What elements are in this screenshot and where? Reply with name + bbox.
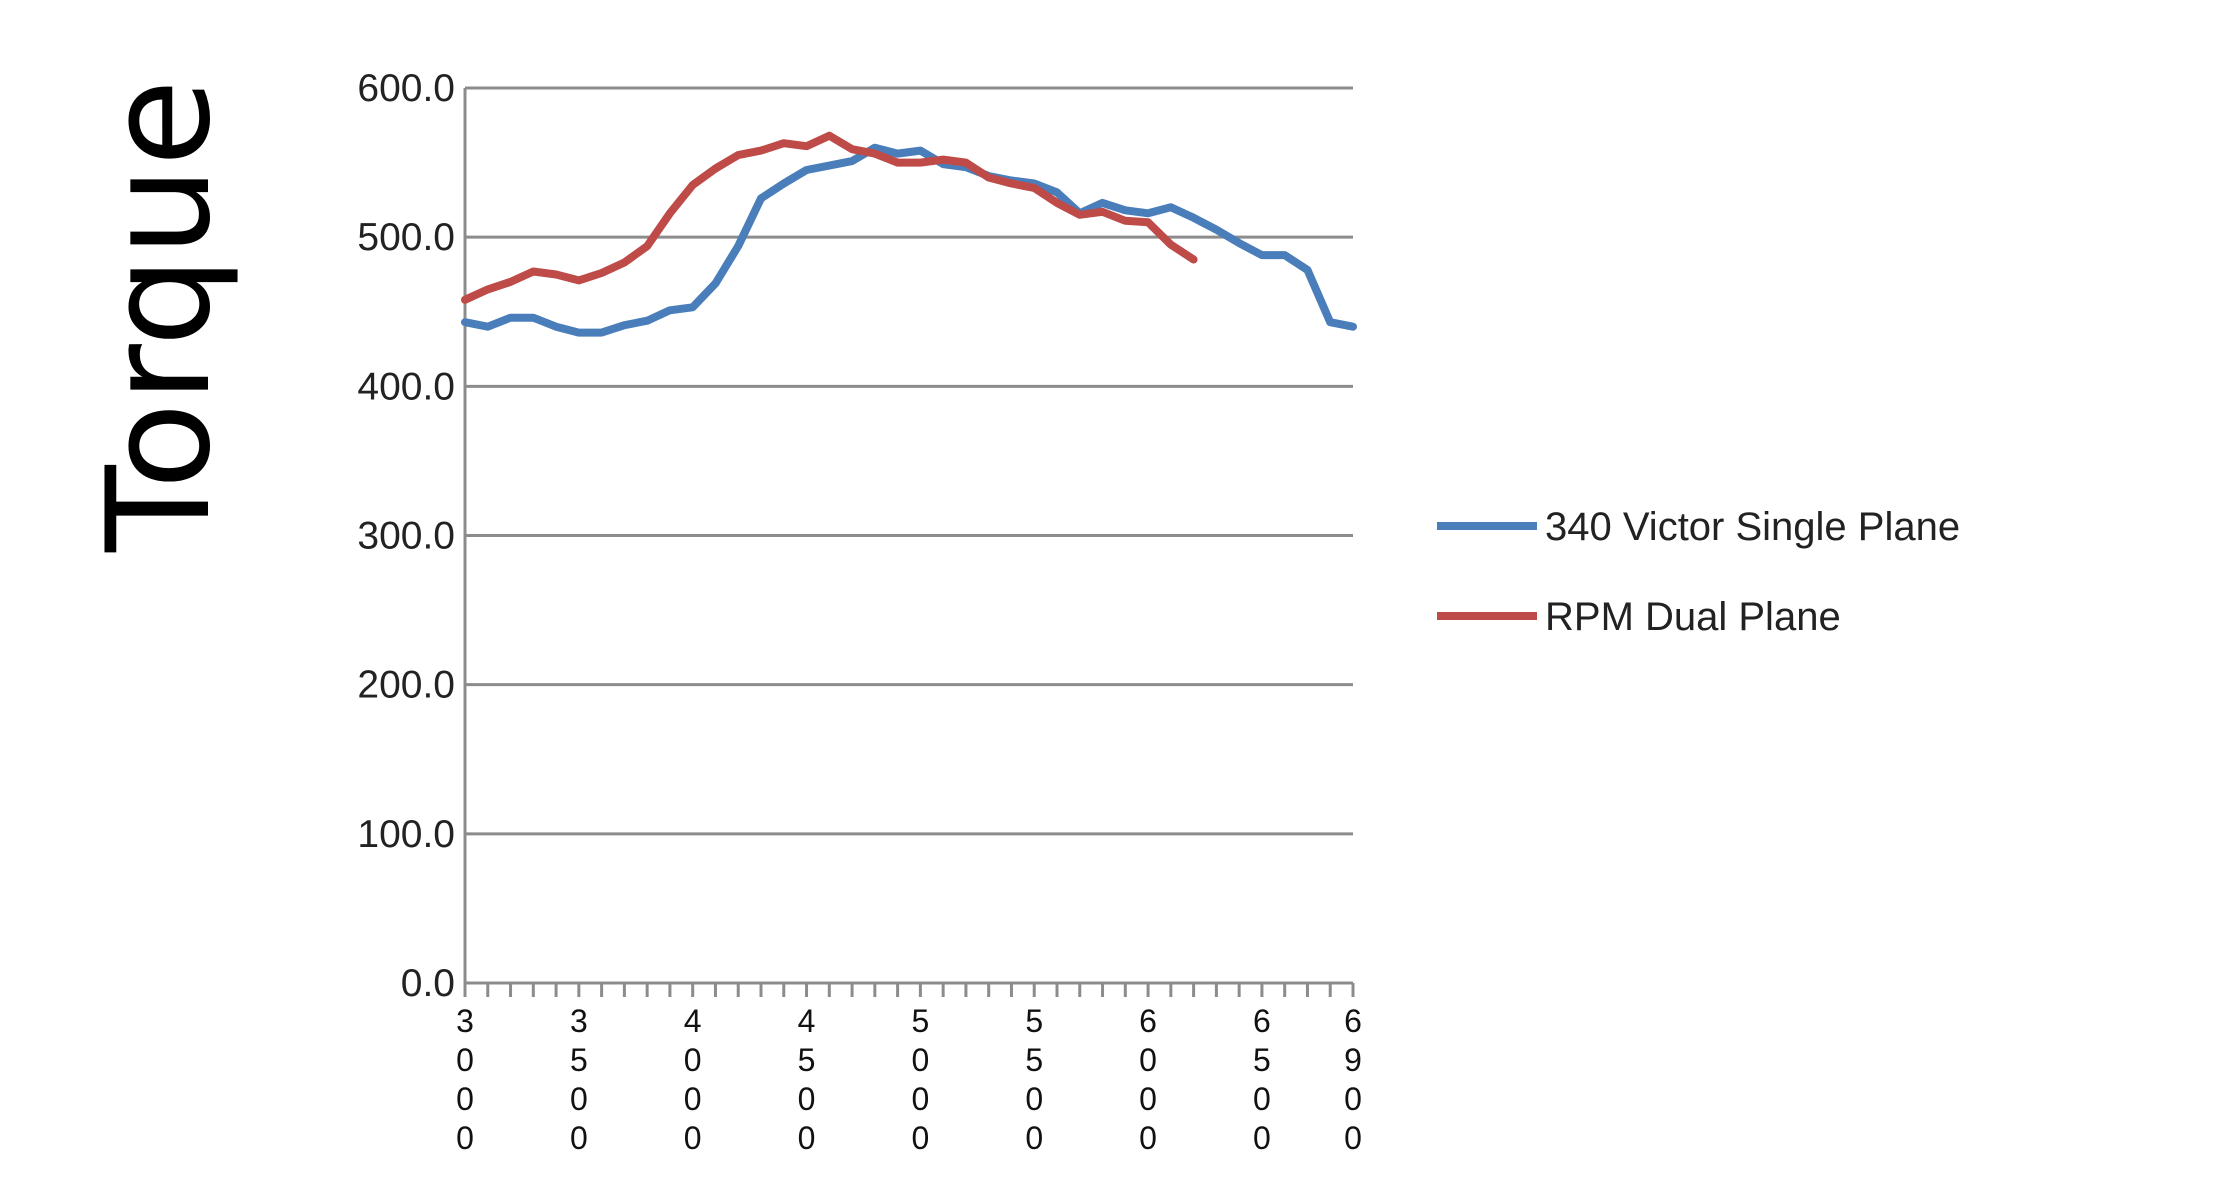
series-line-1 bbox=[461, 143, 1357, 337]
series-lines bbox=[461, 131, 1357, 337]
series-line-2 bbox=[461, 131, 1198, 304]
y-tick-label: 0.0 bbox=[401, 962, 455, 1005]
legend-label-1: 340 Victor Single Plane bbox=[1545, 505, 1960, 549]
y-tick-label: 300.0 bbox=[357, 515, 455, 558]
x-tick-labels: 3 0 0 0 3 5 0 0 4 0 0 0 4 5 0 0 5 0 0 0 5 5 0 0 6 0 0 0 6 5 0 0 6 9 0 0 bbox=[456, 1003, 1362, 1156]
legend: 340 Victor Single Plane RPM Dual Plane bbox=[1437, 505, 1960, 639]
y-tick-label: 400.0 bbox=[357, 365, 455, 408]
y-tick-label: 100.0 bbox=[357, 813, 455, 856]
grid-lines bbox=[465, 86, 1353, 836]
axes bbox=[463, 88, 1355, 997]
y-tick-label: 200.0 bbox=[357, 664, 455, 707]
y-tick-labels: 0.0 100.0 200.0 300.0 400.0 500.0 600.0 bbox=[357, 67, 455, 1005]
y-axis-title: Torque bbox=[77, 79, 242, 553]
y-tick-label: 600.0 bbox=[357, 67, 455, 110]
y-tick-label: 500.0 bbox=[357, 216, 455, 259]
legend-label-2: RPM Dual Plane bbox=[1545, 595, 1841, 639]
